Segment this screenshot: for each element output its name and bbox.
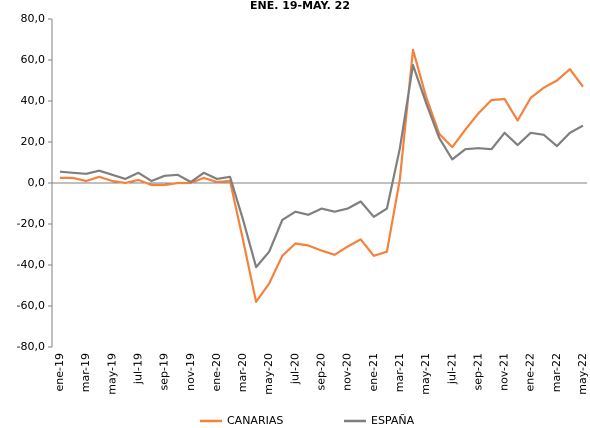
x-tick-label: jul-21	[445, 353, 458, 385]
y-tick-label: -80,0	[17, 340, 45, 353]
y-tick-label: 0,0	[28, 176, 46, 189]
x-tick-label: sep-20	[315, 353, 328, 390]
x-tick-label: sep-19	[158, 353, 171, 390]
x-tick-label: may-19	[105, 353, 118, 395]
y-tick-label: 60,0	[21, 53, 46, 66]
y-tick-label: -60,0	[17, 299, 45, 312]
x-tick-label: may-22	[576, 353, 589, 395]
x-tick-label: ene-19	[53, 353, 66, 391]
x-tick-label: mar-20	[236, 353, 249, 392]
x-tick-label: nov-20	[341, 353, 354, 391]
y-tick-label: 80,0	[21, 12, 46, 25]
x-tick-label: sep-21	[471, 353, 484, 390]
x-tick-label: may-20	[262, 353, 275, 395]
series-line	[60, 48, 584, 303]
x-tick-label: ene-20	[210, 353, 223, 391]
x-tick-label: ene-21	[367, 353, 380, 391]
x-tick-label: mar-21	[393, 353, 406, 392]
x-tick-label: jul-20	[288, 353, 301, 385]
legend-label: ESPAÑA	[371, 414, 415, 427]
x-tick-label: mar-22	[550, 353, 563, 392]
x-tick-label: may-21	[419, 353, 432, 395]
x-tick-label: nov-19	[184, 353, 197, 391]
y-tick-label: -20,0	[17, 217, 45, 230]
x-tick-label: ene-22	[524, 353, 537, 391]
x-tick-label: nov-21	[498, 353, 511, 391]
legend-label: CANARIAS	[227, 414, 283, 427]
y-tick-label: 40,0	[21, 94, 46, 107]
x-tick-label: jul-19	[131, 353, 144, 385]
y-tick-label: -40,0	[17, 258, 45, 271]
x-tick-label: mar-19	[79, 353, 92, 392]
y-tick-label: 20,0	[21, 135, 46, 148]
chart-title: ENE. 19-MAY. 22	[250, 0, 350, 12]
series-line	[59, 63, 584, 269]
